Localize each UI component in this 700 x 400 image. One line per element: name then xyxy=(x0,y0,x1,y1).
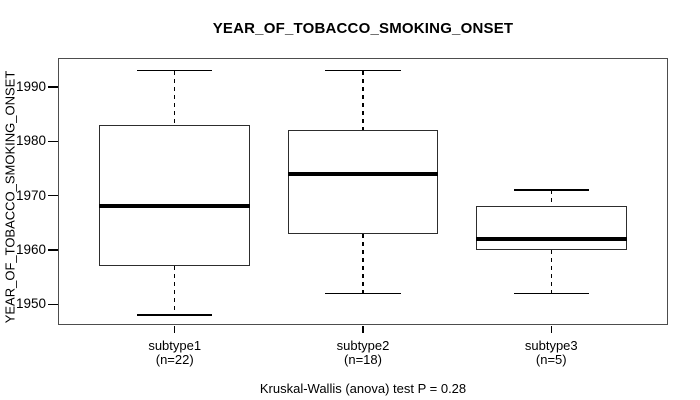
footer-stat-note: Kruskal-Wallis (anova) test P = 0.28 xyxy=(259,381,467,396)
max-whisker-cap xyxy=(513,189,589,191)
y-tick-mark xyxy=(48,86,58,88)
x-tick-mark xyxy=(174,326,176,333)
x-category-name: subtype2 xyxy=(336,338,390,353)
y-tick-mark xyxy=(48,194,58,197)
lower-whisker-line xyxy=(362,233,364,294)
x-category-name: subtype3 xyxy=(524,338,578,353)
x-category-count: (n=5) xyxy=(535,352,567,367)
min-whisker-cap xyxy=(513,292,589,295)
x-category-count: (n=18) xyxy=(344,352,382,367)
y-tick-mark xyxy=(48,303,58,306)
iqr-box xyxy=(475,206,627,250)
y-tick-mark xyxy=(48,249,58,251)
y-tick-label: 1980 xyxy=(15,133,46,149)
upper-whisker-line xyxy=(174,70,176,125)
upper-whisker-line xyxy=(550,190,552,207)
max-whisker-cap xyxy=(325,69,401,72)
lower-whisker-line xyxy=(174,266,176,316)
median-line xyxy=(99,204,251,209)
x-category-count: (n=22) xyxy=(155,352,194,367)
y-tick-mark xyxy=(48,140,58,142)
y-tick-label: 1950 xyxy=(15,296,46,312)
max-whisker-cap xyxy=(137,69,213,72)
min-whisker-cap xyxy=(325,292,401,295)
x-category-label: subtype3 (n=5) xyxy=(481,339,621,367)
upper-whisker-line xyxy=(362,70,364,131)
median-line xyxy=(287,171,439,176)
lower-whisker-line xyxy=(550,249,552,294)
iqr-box xyxy=(99,124,251,267)
chart-title: YEAR_OF_TOBACCO_SMOKING_ONSET xyxy=(212,20,514,37)
y-tick-label: 1960 xyxy=(15,241,46,257)
x-category-label: subtype2 (n=18) xyxy=(293,339,433,367)
median-line xyxy=(475,237,627,242)
x-category-name: subtype1 xyxy=(148,338,202,353)
y-tick-label: 1990 xyxy=(15,78,46,94)
min-whisker-cap xyxy=(137,314,213,316)
x-tick-mark xyxy=(362,326,364,333)
x-tick-mark xyxy=(550,326,552,333)
y-tick-label: 1970 xyxy=(15,187,46,203)
iqr-box xyxy=(287,130,439,234)
x-category-label: subtype1 (n=22) xyxy=(105,339,245,367)
